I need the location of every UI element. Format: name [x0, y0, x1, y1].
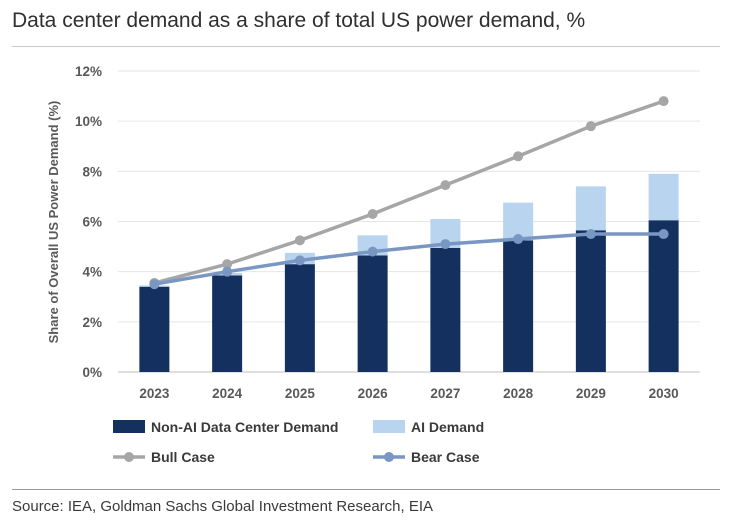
source-note: Source: IEA, Goldman Sachs Global Invest…: [12, 498, 434, 515]
bull-case-point: [294, 235, 305, 246]
y-axis-label: Share of Overall US Power Demand (%): [46, 101, 61, 344]
gridlines: [118, 70, 700, 373]
source-divider: [12, 489, 720, 490]
bar-non-ai: [212, 275, 243, 372]
title-divider: [12, 46, 720, 47]
legend-swatch: [113, 420, 145, 433]
y-tick-label: 0%: [82, 365, 102, 380]
bar-non-ai: [357, 255, 388, 372]
bear-case-point: [367, 246, 378, 257]
bear-case-point: [513, 234, 524, 245]
y-tick-label: 8%: [82, 164, 102, 179]
bar-non-ai: [284, 264, 315, 372]
bar-non-ai: [139, 286, 170, 372]
bar-non-ai: [503, 240, 534, 372]
bear-case-point: [585, 229, 596, 240]
legend-label: Non-AI Data Center Demand: [151, 419, 338, 435]
bear-case-point: [149, 279, 160, 290]
bar-ai: [503, 202, 534, 241]
bull-case-point: [222, 259, 233, 270]
legend-swatch-marker: [124, 452, 134, 462]
bar-non-ai: [575, 230, 606, 372]
bull-case-point: [367, 208, 378, 219]
bull-case-point: [658, 96, 669, 107]
bear-case-point: [658, 229, 669, 240]
x-tick-label: 2023: [139, 386, 170, 401]
y-tick-label: 2%: [82, 315, 102, 330]
legend-swatch-marker: [384, 452, 394, 462]
y-tick-labels: 0% 2% 4% 6% 8% 10% 12%: [75, 64, 102, 380]
x-tick-labels: 2023 2024 2025 2026 2027 2028 2029 2030: [139, 386, 678, 401]
y-tick-label: 10%: [75, 114, 102, 129]
legend-label: Bear Case: [411, 449, 480, 465]
bear-case-point: [294, 255, 305, 266]
y-tick-label: 12%: [75, 64, 102, 79]
legend-label: AI Demand: [411, 419, 484, 435]
y-tick-label: 6%: [82, 215, 102, 230]
x-tick-label: 2027: [430, 386, 460, 401]
bear-case-point: [440, 239, 451, 250]
legend: Non-AI Data Center Demand AI Demand Bull C…: [113, 419, 484, 465]
chart-title: Data center demand as a share of total U…: [12, 9, 586, 32]
bear-case-point: [222, 266, 233, 277]
x-tick-label: 2029: [576, 386, 606, 401]
bars: [139, 173, 679, 372]
chart: 0% 2% 4% 6% 8% 10% 12% Share of Overall US Pow…: [46, 64, 700, 465]
legend-swatch: [373, 420, 405, 433]
legend-label: Bull Case: [151, 449, 215, 465]
bar-ai: [575, 186, 606, 231]
y-tick-label: 4%: [82, 265, 102, 280]
bull-case-point: [585, 121, 596, 132]
x-tick-label: 2028: [503, 386, 534, 401]
bull-case-point: [440, 180, 451, 191]
bar-ai: [648, 173, 679, 221]
bear-case-line: [154, 232, 664, 286]
bar-non-ai: [648, 220, 679, 372]
bull-case-point: [513, 151, 524, 162]
x-tick-label: 2030: [649, 386, 679, 401]
x-tick-label: 2025: [285, 386, 316, 401]
x-tick-label: 2024: [212, 386, 243, 401]
bar-non-ai: [430, 247, 461, 372]
x-tick-label: 2026: [358, 386, 389, 401]
bull-case-line: [153, 99, 665, 285]
line-series: [149, 96, 669, 290]
